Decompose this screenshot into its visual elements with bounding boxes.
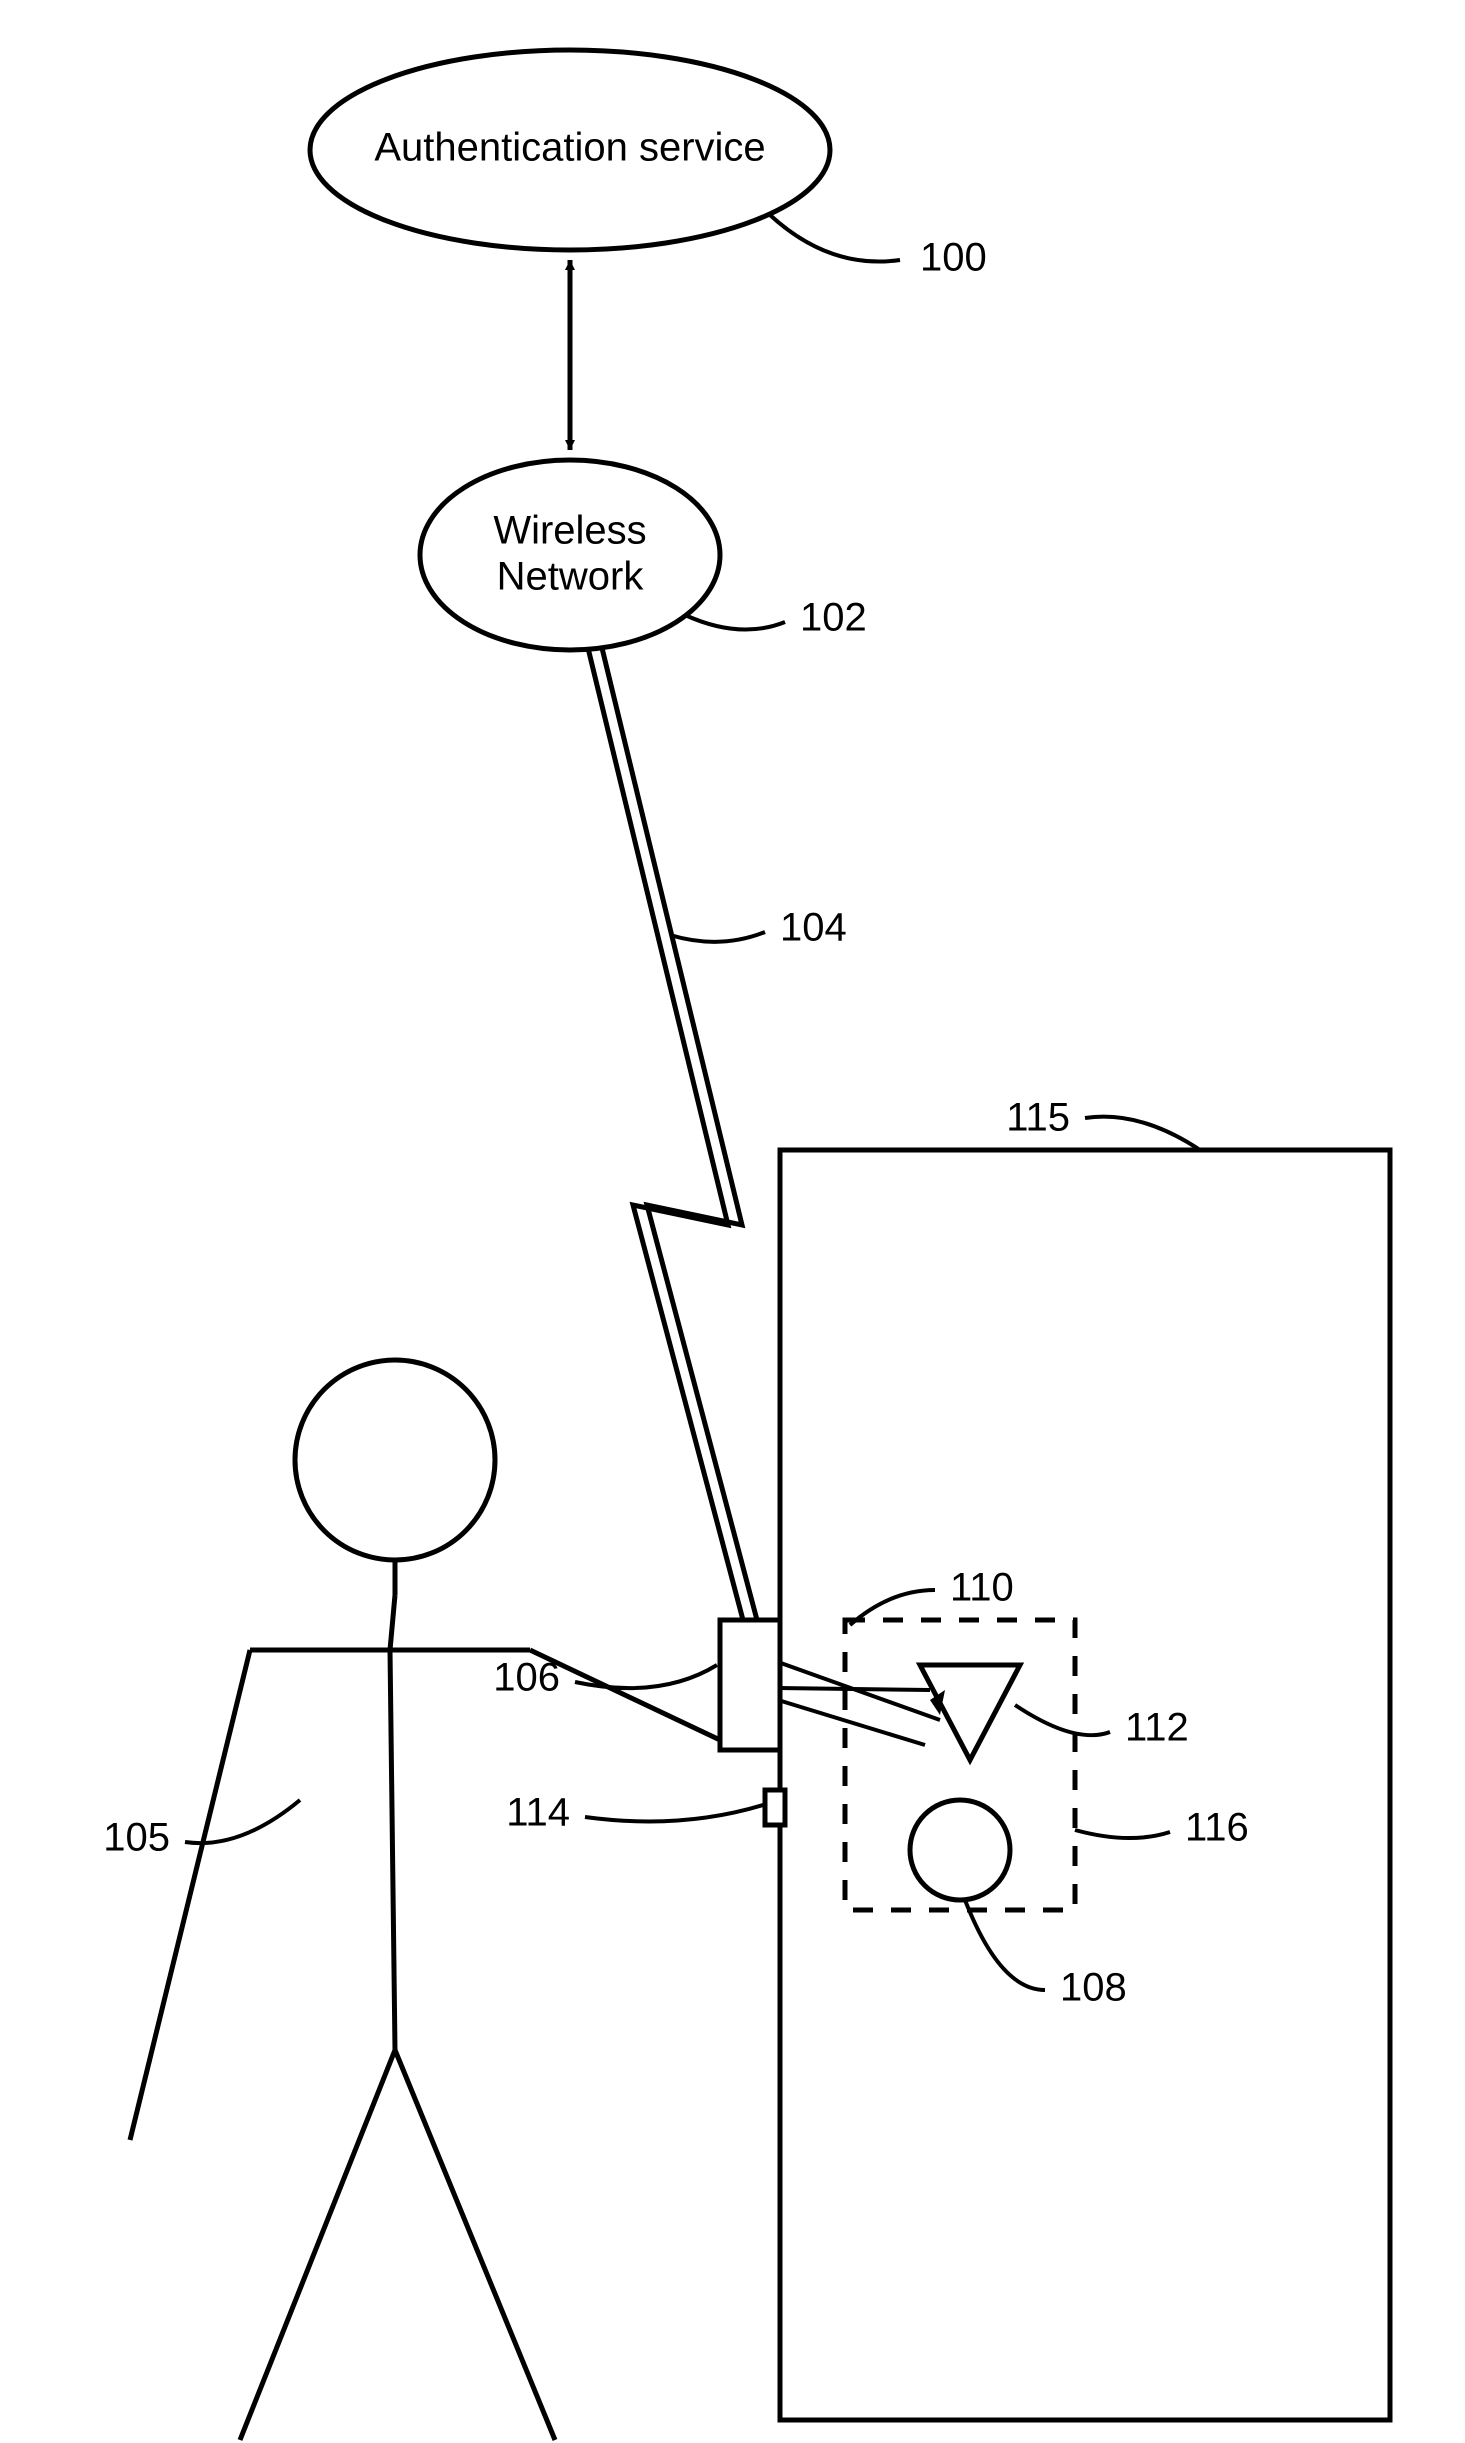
callout-lead-102 [685, 615, 785, 630]
callout-lead-108 [965, 1900, 1045, 1990]
ref-label-116: 116 [1185, 1806, 1249, 1850]
ref-label-110: 110 [950, 1566, 1014, 1610]
ref-label-115: 115 [1006, 1096, 1070, 1140]
person-arm-left [130, 1650, 250, 2140]
door-panel [780, 1150, 1390, 2420]
person-torso [390, 1650, 395, 2050]
ref-label-104: 104 [780, 906, 847, 950]
callout-lead-106 [575, 1665, 717, 1688]
callout-lead-112 [1015, 1705, 1110, 1735]
ref-label-105: 105 [103, 1816, 170, 1860]
ref-label-108: 108 [1060, 1966, 1127, 2010]
auth-service-label: Authentication service [374, 126, 765, 170]
person-leg-right [395, 2050, 555, 2440]
ref-label-106: 106 [493, 1656, 560, 1700]
person-leg-left [240, 2050, 395, 2440]
callout-lead-114 [585, 1805, 763, 1821]
person-head [295, 1360, 495, 1560]
receiver-triangle [920, 1665, 1020, 1760]
door-sensor [765, 1790, 785, 1825]
callout-lead-104 [670, 932, 765, 942]
phone-receiver-link [778, 1688, 930, 1690]
ref-label-114: 114 [506, 1791, 570, 1835]
wireless-network-label-2: Network [497, 555, 645, 599]
callout-lead-115 [1085, 1117, 1200, 1150]
wireless-network-label-1: Wireless [493, 509, 646, 553]
person-neck2 [390, 1595, 395, 1650]
callout-lead-116 [1075, 1830, 1170, 1838]
ref-label-100: 100 [920, 236, 987, 280]
phone-device [720, 1620, 780, 1750]
ref-label-102: 102 [800, 596, 867, 640]
callout-lead-100 [770, 215, 900, 262]
ref-label-112: 112 [1125, 1706, 1189, 1750]
door-knob [910, 1800, 1010, 1900]
